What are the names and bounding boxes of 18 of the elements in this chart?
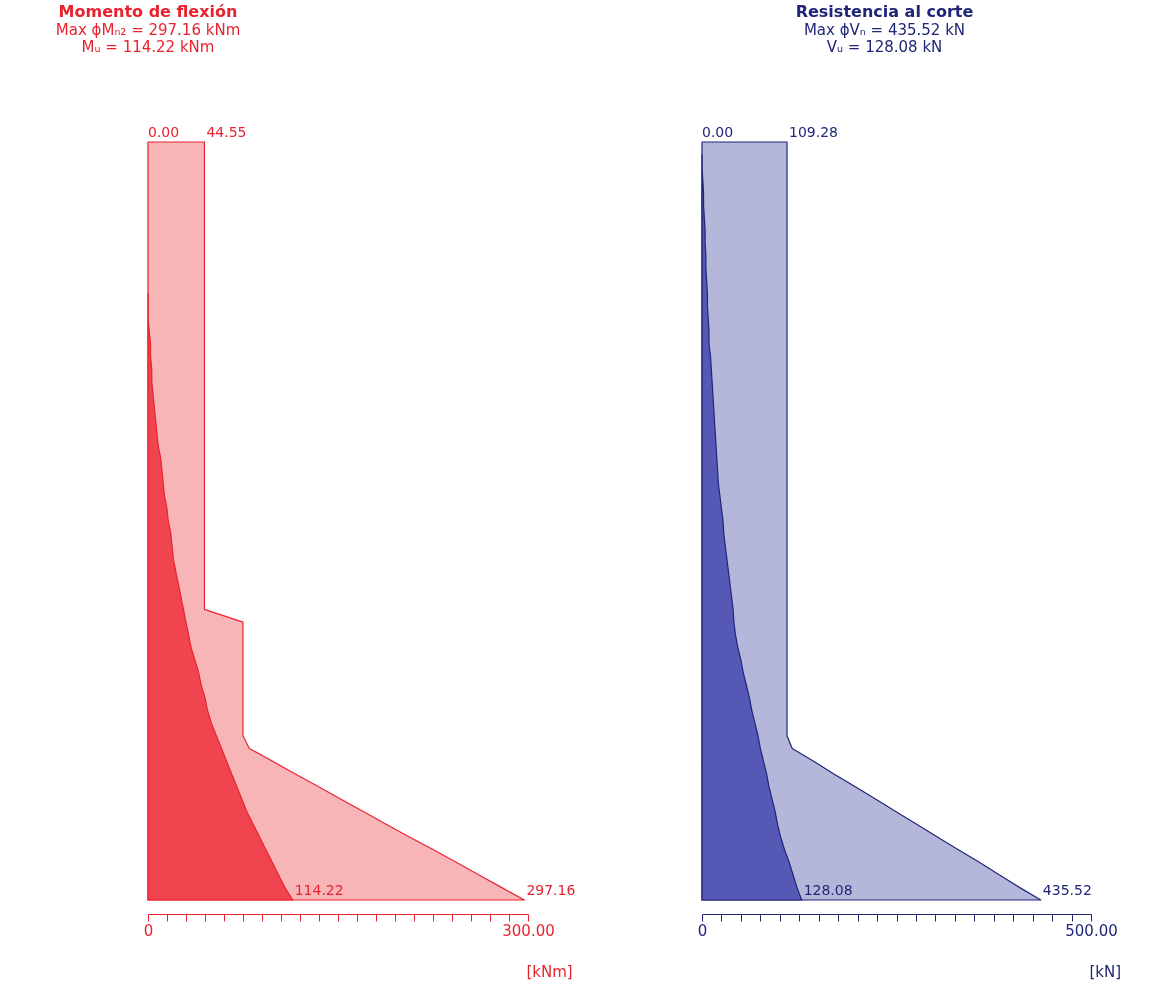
data-label: 114.22 xyxy=(294,882,344,898)
x-axis-title: [kNm] xyxy=(526,962,573,981)
chart-title: Momento de flexión xyxy=(58,2,238,21)
data-label: 44.55 xyxy=(206,124,247,140)
x-tick-label: 300.00 xyxy=(502,921,555,940)
chart-subtitle: Max ϕVₙ = 435.52 kN Vᵤ = 128.08 kN xyxy=(803,21,966,56)
annotation: 0.00 xyxy=(702,124,734,140)
x-tick-label: 0 xyxy=(143,921,154,940)
x-tick-label: 0 xyxy=(697,921,708,940)
chart-title: Resistencia al corte xyxy=(795,2,974,21)
chart-subtitle: Max ϕMₙ₂ = 297.16 kNm Mᵤ = 114.22 kNm xyxy=(55,21,241,56)
annotation: 0.00 xyxy=(148,124,180,140)
data-label: 435.52 xyxy=(1042,882,1092,898)
data-label: 128.08 xyxy=(803,882,853,898)
data-label: 109.28 xyxy=(789,124,839,140)
x-tick-label: 500.00 xyxy=(1065,921,1118,940)
x-axis-title: [kN] xyxy=(1089,962,1122,981)
data-label: 297.16 xyxy=(526,882,576,898)
